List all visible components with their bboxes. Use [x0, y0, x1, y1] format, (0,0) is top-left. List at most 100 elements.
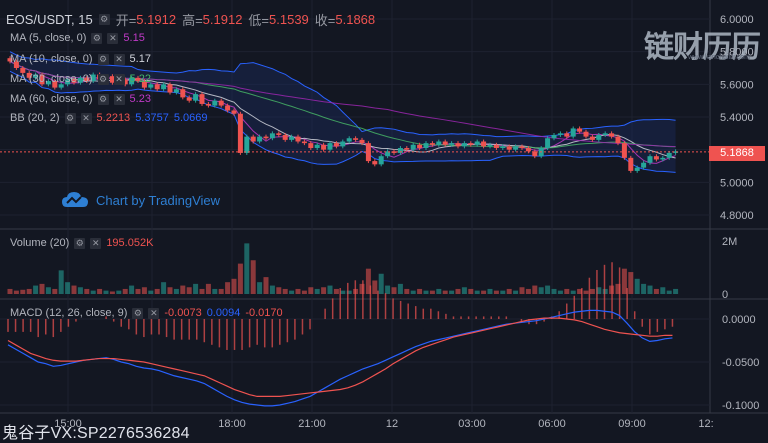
volume-bar [391, 287, 397, 294]
volume-bar [596, 287, 602, 294]
ma5-value: 5.15 [123, 32, 145, 44]
volume-bar [13, 290, 19, 294]
candle-body [525, 148, 531, 152]
close-icon[interactable]: ✕ [113, 53, 125, 65]
volume-bar [557, 290, 563, 294]
candle-body [295, 136, 301, 142]
price-tick-label: 5.6000 [720, 79, 754, 91]
candle-body [660, 157, 666, 160]
volume-bar [7, 288, 13, 294]
candle-body [634, 167, 640, 171]
candle-body [564, 133, 570, 137]
settings-icon[interactable]: ⚙ [97, 93, 109, 105]
volume-bar [641, 283, 647, 294]
macd-tick-label: -0.1000 [722, 400, 759, 412]
macd-legend[interactable]: MACD (12, 26, close, 9) ⚙ ✕ -0.0073 0.009… [10, 307, 283, 319]
volume-bar [97, 288, 103, 294]
candle-body [653, 156, 659, 160]
volume-value: 195.052K [106, 237, 154, 249]
volume-bar [615, 283, 621, 294]
close-icon[interactable]: ✕ [107, 32, 119, 44]
ma10-value: 5.17 [129, 53, 151, 65]
volume-bar [365, 268, 371, 294]
volume-bar [90, 290, 96, 294]
volume-legend[interactable]: Volume (20) ⚙ ✕ 195.052K [10, 237, 153, 249]
candle-body [308, 143, 314, 149]
volume-bar [359, 283, 365, 294]
volume-bar [666, 290, 672, 294]
candle-body [161, 84, 167, 90]
candle-body [641, 162, 647, 168]
volume-bar [84, 288, 90, 294]
volume-bar [538, 287, 544, 294]
ma60-value: 5.23 [129, 93, 151, 105]
volume-bar [276, 287, 282, 294]
candle-body [385, 151, 391, 157]
candle-body [417, 144, 423, 149]
close-icon[interactable]: ✕ [113, 73, 125, 85]
ma60-legend[interactable]: MA (60, close, 0) ⚙ ✕ 5.23 [10, 93, 151, 105]
candle-body [244, 136, 250, 153]
settings-icon[interactable]: ⚙ [91, 32, 103, 44]
settings-icon[interactable]: ⚙ [97, 53, 109, 65]
symbol-title: EOS/USDT, 15 [6, 12, 93, 27]
volume-bar [116, 290, 122, 294]
bb-lower-value: 5.0669 [173, 112, 208, 124]
volume-bar [148, 290, 154, 294]
close-icon[interactable]: ✕ [90, 237, 102, 249]
tradingview-brand[interactable]: Chart by TradingView [62, 191, 220, 209]
volume-bar [340, 290, 346, 294]
candle-body [301, 141, 307, 144]
settings-icon[interactable]: ⚙ [74, 237, 86, 249]
bb-basis-value: 5.2213 [96, 112, 131, 124]
volume-bar [481, 290, 487, 294]
ma5-legend[interactable]: MA (5, close, 0) ⚙ ✕ 5.15 [10, 32, 145, 44]
volume-bar [295, 288, 301, 294]
bb-legend[interactable]: BB (20, 2) ⚙ ✕ 5.2213 5.3757 5.0669 [10, 112, 208, 124]
volume-bar [321, 287, 327, 294]
close-icon[interactable]: ✕ [113, 93, 125, 105]
settings-icon[interactable]: ⚙ [64, 112, 76, 124]
ma5-label: MA (5, close, 0) [10, 32, 87, 44]
volume-bar [519, 287, 525, 294]
tradingview-cloud-icon [62, 192, 88, 207]
settings-icon[interactable]: ⚙ [98, 14, 110, 25]
volume-bar [282, 288, 288, 294]
ma10-legend[interactable]: MA (10, close, 0) ⚙ ✕ 5.17 [10, 53, 151, 65]
volume-bar [589, 288, 595, 294]
settings-icon[interactable]: ⚙ [97, 73, 109, 85]
volume-bar [212, 288, 218, 294]
volume-bar [653, 288, 659, 294]
volume-tick-label: 0 [722, 289, 728, 301]
candle-body [666, 152, 672, 158]
volume-bar [570, 290, 576, 294]
logo-text: 链财历历 [644, 30, 761, 65]
settings-icon[interactable]: ⚙ [132, 307, 144, 319]
volume-bar [109, 291, 115, 294]
close-label: 收= [314, 13, 336, 28]
candle-body [71, 79, 77, 83]
volume-bar [26, 288, 32, 294]
candle-body [180, 89, 186, 98]
volume-bar [468, 288, 474, 294]
candle-body [519, 146, 525, 149]
volume-bar [308, 287, 314, 294]
volume-bar [397, 283, 403, 294]
volume-bar [417, 288, 423, 294]
volume-bar [33, 285, 39, 294]
volume-bar [45, 287, 51, 294]
candle-body [199, 94, 205, 104]
close-icon[interactable]: ✕ [148, 307, 160, 319]
volume-bar [628, 272, 634, 294]
candle-body [397, 148, 403, 153]
candle-body [135, 77, 141, 82]
close-icon[interactable]: ✕ [80, 112, 92, 124]
ma30-legend[interactable]: MA (30, close, 0) ⚙ ✕ 5.22 [10, 73, 151, 85]
open-value: 5.1912 [136, 12, 177, 27]
volume-bar [378, 273, 384, 294]
volume-label: Volume (20) [10, 237, 70, 249]
time-tick-label: 18:00 [218, 418, 246, 430]
volume-bar [65, 282, 71, 294]
candle-body [257, 136, 263, 142]
